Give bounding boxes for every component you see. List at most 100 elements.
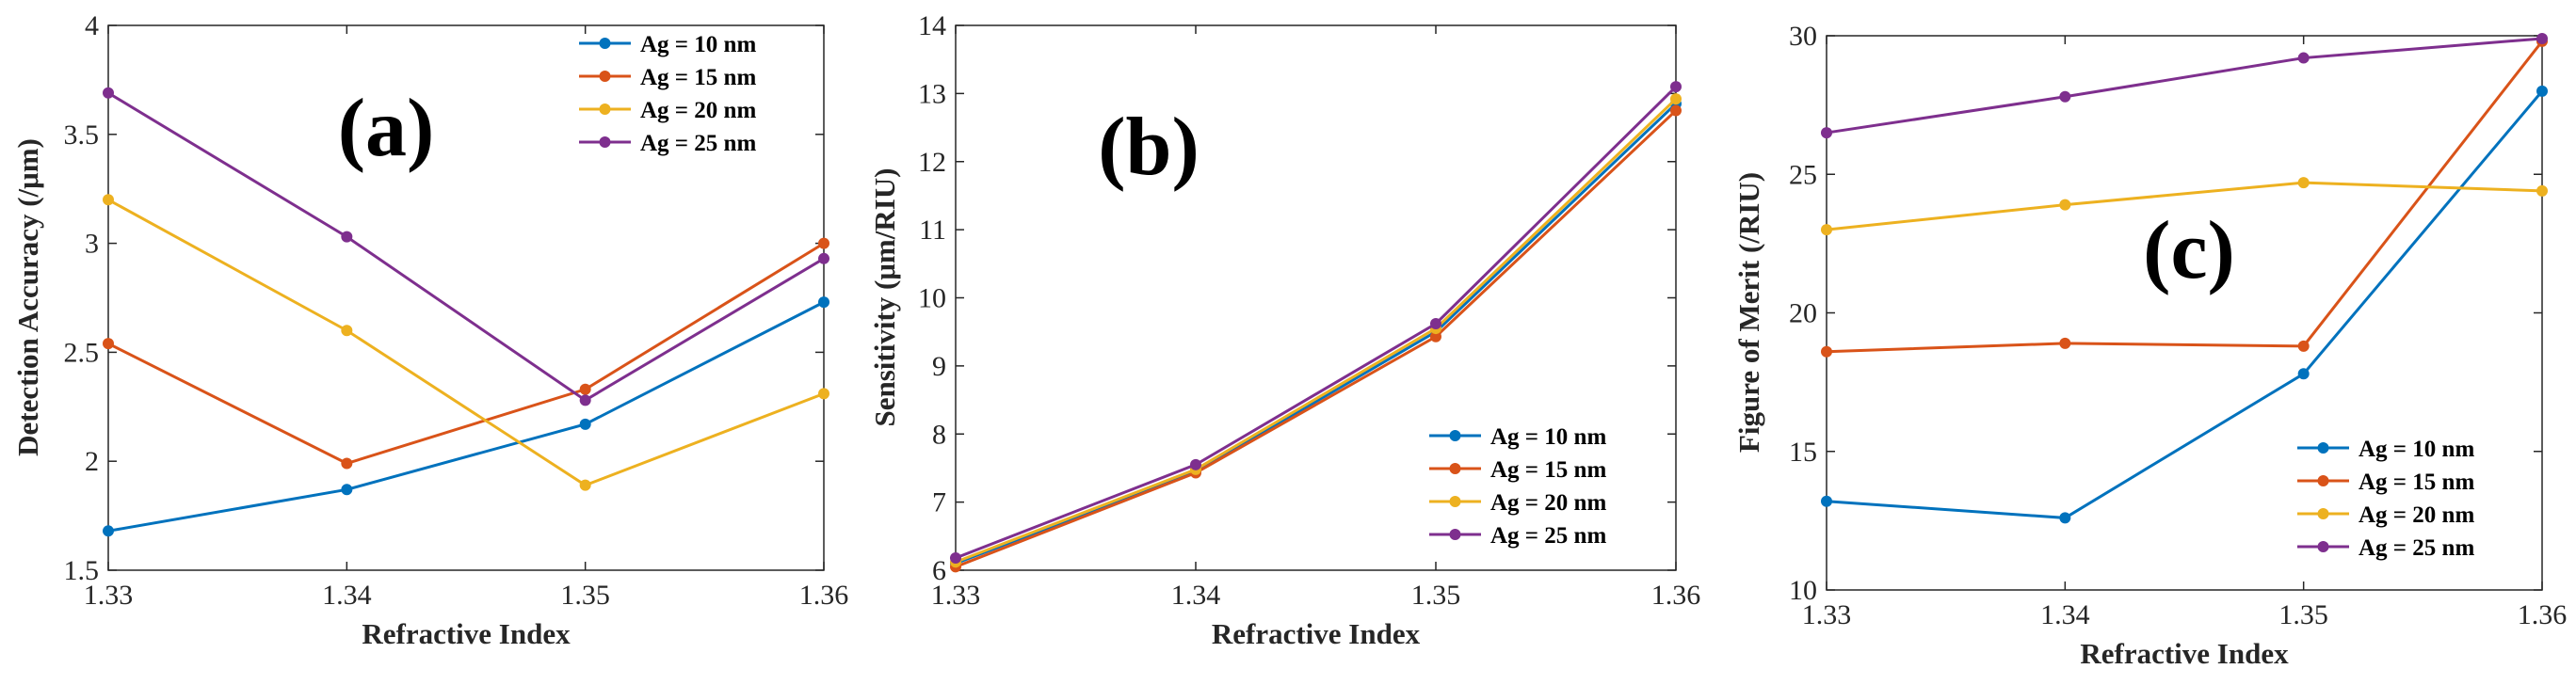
x-tick-label: 1.35 — [1411, 580, 1461, 611]
data-point-s4-2 — [1190, 458, 1201, 470]
legend-entry: Ag = 10 nm — [2359, 437, 2474, 462]
y-tick-label: 14 — [918, 10, 946, 41]
legend-entry: Ag = 20 nm — [2359, 502, 2474, 528]
chart-panel-c: 1.33 1.34 1.35 1.36 10 15 20 25 30 Refractive Ind… — [1732, 21, 2567, 670]
series-line-2 — [107, 242, 825, 466]
legend: Ag = 10 nm Ag = 15 nm Ag = 20 nm Ag = 25 nm — [1429, 424, 1606, 549]
data-point-s4-1 — [950, 551, 961, 564]
legend-swatch-marker-4 — [599, 136, 611, 148]
legend-swatch-marker-2 — [2317, 475, 2329, 486]
data-point-s1-3 — [579, 418, 591, 430]
panel-label: (c) — [2143, 205, 2235, 296]
legend-entry: Ag = 10 nm — [1490, 424, 1606, 450]
y-tick-label: 1.5 — [64, 555, 100, 586]
x-tick-label: 1.33 — [84, 580, 134, 611]
legend-entry: Ag = 20 nm — [1490, 490, 1606, 516]
data-point-s4-3 — [579, 394, 591, 406]
legend-swatch-marker-1 — [2317, 442, 2329, 454]
series-line-4 — [107, 91, 825, 403]
data-point-s4-1 — [103, 87, 114, 99]
x-tick-label: 1.36 — [799, 580, 849, 611]
series-line-4 — [955, 86, 1678, 560]
chart-panel-b: 1.33 1.34 1.35 1.36 6 7 8 9 10 11 12 13 14 Refractive… — [868, 10, 1700, 650]
x-tick-label: 1.34 — [1171, 580, 1221, 611]
legend-swatch-marker-2 — [599, 71, 611, 82]
panel-label: (b) — [1098, 102, 1199, 193]
legend-swatch-marker-1 — [1449, 430, 1461, 441]
y-axis-label: Detection Accuracy (/μm) — [11, 138, 44, 456]
y-axis-label: Figure of Merit (/RIU) — [1732, 172, 1765, 453]
data-point-s3-4 — [1670, 93, 1682, 105]
x-tick-label: 1.33 — [931, 580, 981, 611]
data-point-s2-4 — [818, 237, 829, 249]
data-point-s3-2 — [341, 325, 353, 337]
axes-box — [107, 24, 825, 571]
legend-swatch-marker-4 — [2317, 541, 2329, 552]
x-tick-label: 1.35 — [560, 580, 610, 611]
series-line-1 — [955, 103, 1678, 566]
data-point-s1-3 — [2297, 368, 2310, 380]
series-line-2 — [955, 109, 1678, 568]
x-axis-label: Refractive Index — [1212, 617, 1421, 650]
data-point-s1-2 — [2059, 512, 2071, 524]
legend-swatch-marker-3 — [1449, 496, 1461, 507]
data-point-s2-1 — [103, 338, 114, 350]
series-line-1 — [107, 300, 825, 533]
data-point-s2-3 — [579, 383, 591, 395]
data-point-s2-4 — [1670, 104, 1682, 117]
series-line-3 — [107, 198, 825, 487]
legend-swatch-marker-3 — [599, 104, 611, 115]
data-point-s1-1 — [1821, 495, 1832, 507]
y-tick-label: 12 — [918, 147, 946, 178]
data-point-s2-3 — [2297, 340, 2310, 352]
data-point-s1-2 — [341, 484, 353, 496]
y-tick-label: 11 — [919, 215, 946, 246]
legend-swatch-marker-1 — [599, 38, 611, 49]
series-line-3 — [955, 98, 1678, 564]
data-point-s1-1 — [103, 525, 114, 537]
data-point-s3-4 — [2536, 184, 2548, 197]
x-tick-label: 1.36 — [2518, 599, 2568, 630]
y-tick-label: 10 — [918, 283, 946, 314]
series-line-1 — [1826, 89, 2544, 519]
y-tick-label: 6 — [932, 555, 946, 586]
data-point-s3-1 — [103, 194, 114, 206]
x-tick-label: 1.34 — [322, 580, 372, 611]
y-tick-label: 30 — [1789, 21, 1817, 52]
data-point-s3-4 — [818, 388, 829, 400]
y-tick-label: 4 — [85, 10, 99, 41]
legend: Ag = 10 nm Ag = 15 nm Ag = 20 nm Ag = 25 nm — [579, 32, 756, 156]
legend-entry: Ag = 20 nm — [640, 98, 756, 123]
legend-entry: Ag = 10 nm — [640, 32, 756, 57]
legend-swatch-marker-3 — [2317, 508, 2329, 519]
y-tick-label: 13 — [918, 78, 946, 109]
data-point-s4-1 — [1821, 127, 1832, 139]
x-tick-label: 1.35 — [2278, 599, 2328, 630]
chart-panel-a: 1.33 1.34 1.35 1.36 1.5 2 2.5 3 3.5 4 Refractive I… — [11, 10, 848, 650]
legend-entry: Ag = 25 nm — [640, 131, 756, 156]
y-tick-label: 7 — [932, 487, 946, 518]
y-tick-label: 8 — [932, 419, 946, 450]
data-point-s4-4 — [818, 252, 829, 264]
legend-swatch-marker-2 — [1449, 463, 1461, 474]
x-axis-label: Refractive Index — [362, 617, 571, 650]
y-tick-label: 3.5 — [64, 119, 100, 151]
legend: Ag = 10 nm Ag = 15 nm Ag = 20 nm Ag = 25 nm — [2297, 437, 2474, 561]
y-tick-label: 10 — [1789, 575, 1817, 606]
legend-entry: Ag = 15 nm — [2359, 470, 2474, 495]
y-axis-label: Sensitivity (μm/RIU) — [868, 167, 901, 426]
data-point-s2-2 — [341, 457, 353, 470]
y-tick-label: 2.5 — [64, 337, 100, 368]
y-tick-label: 2 — [85, 446, 99, 477]
data-point-s3-3 — [2297, 177, 2310, 189]
data-point-s4-2 — [2059, 90, 2071, 103]
y-tick-label: 20 — [1789, 298, 1817, 329]
y-tick-label: 15 — [1789, 437, 1817, 468]
data-point-s3-3 — [579, 479, 591, 491]
data-point-s2-1 — [1821, 345, 1832, 358]
legend-entry: Ag = 15 nm — [1490, 457, 1606, 483]
data-point-s4-3 — [2297, 52, 2310, 64]
data-point-s3-1 — [1821, 224, 1832, 236]
series-line-3 — [1826, 181, 2543, 231]
